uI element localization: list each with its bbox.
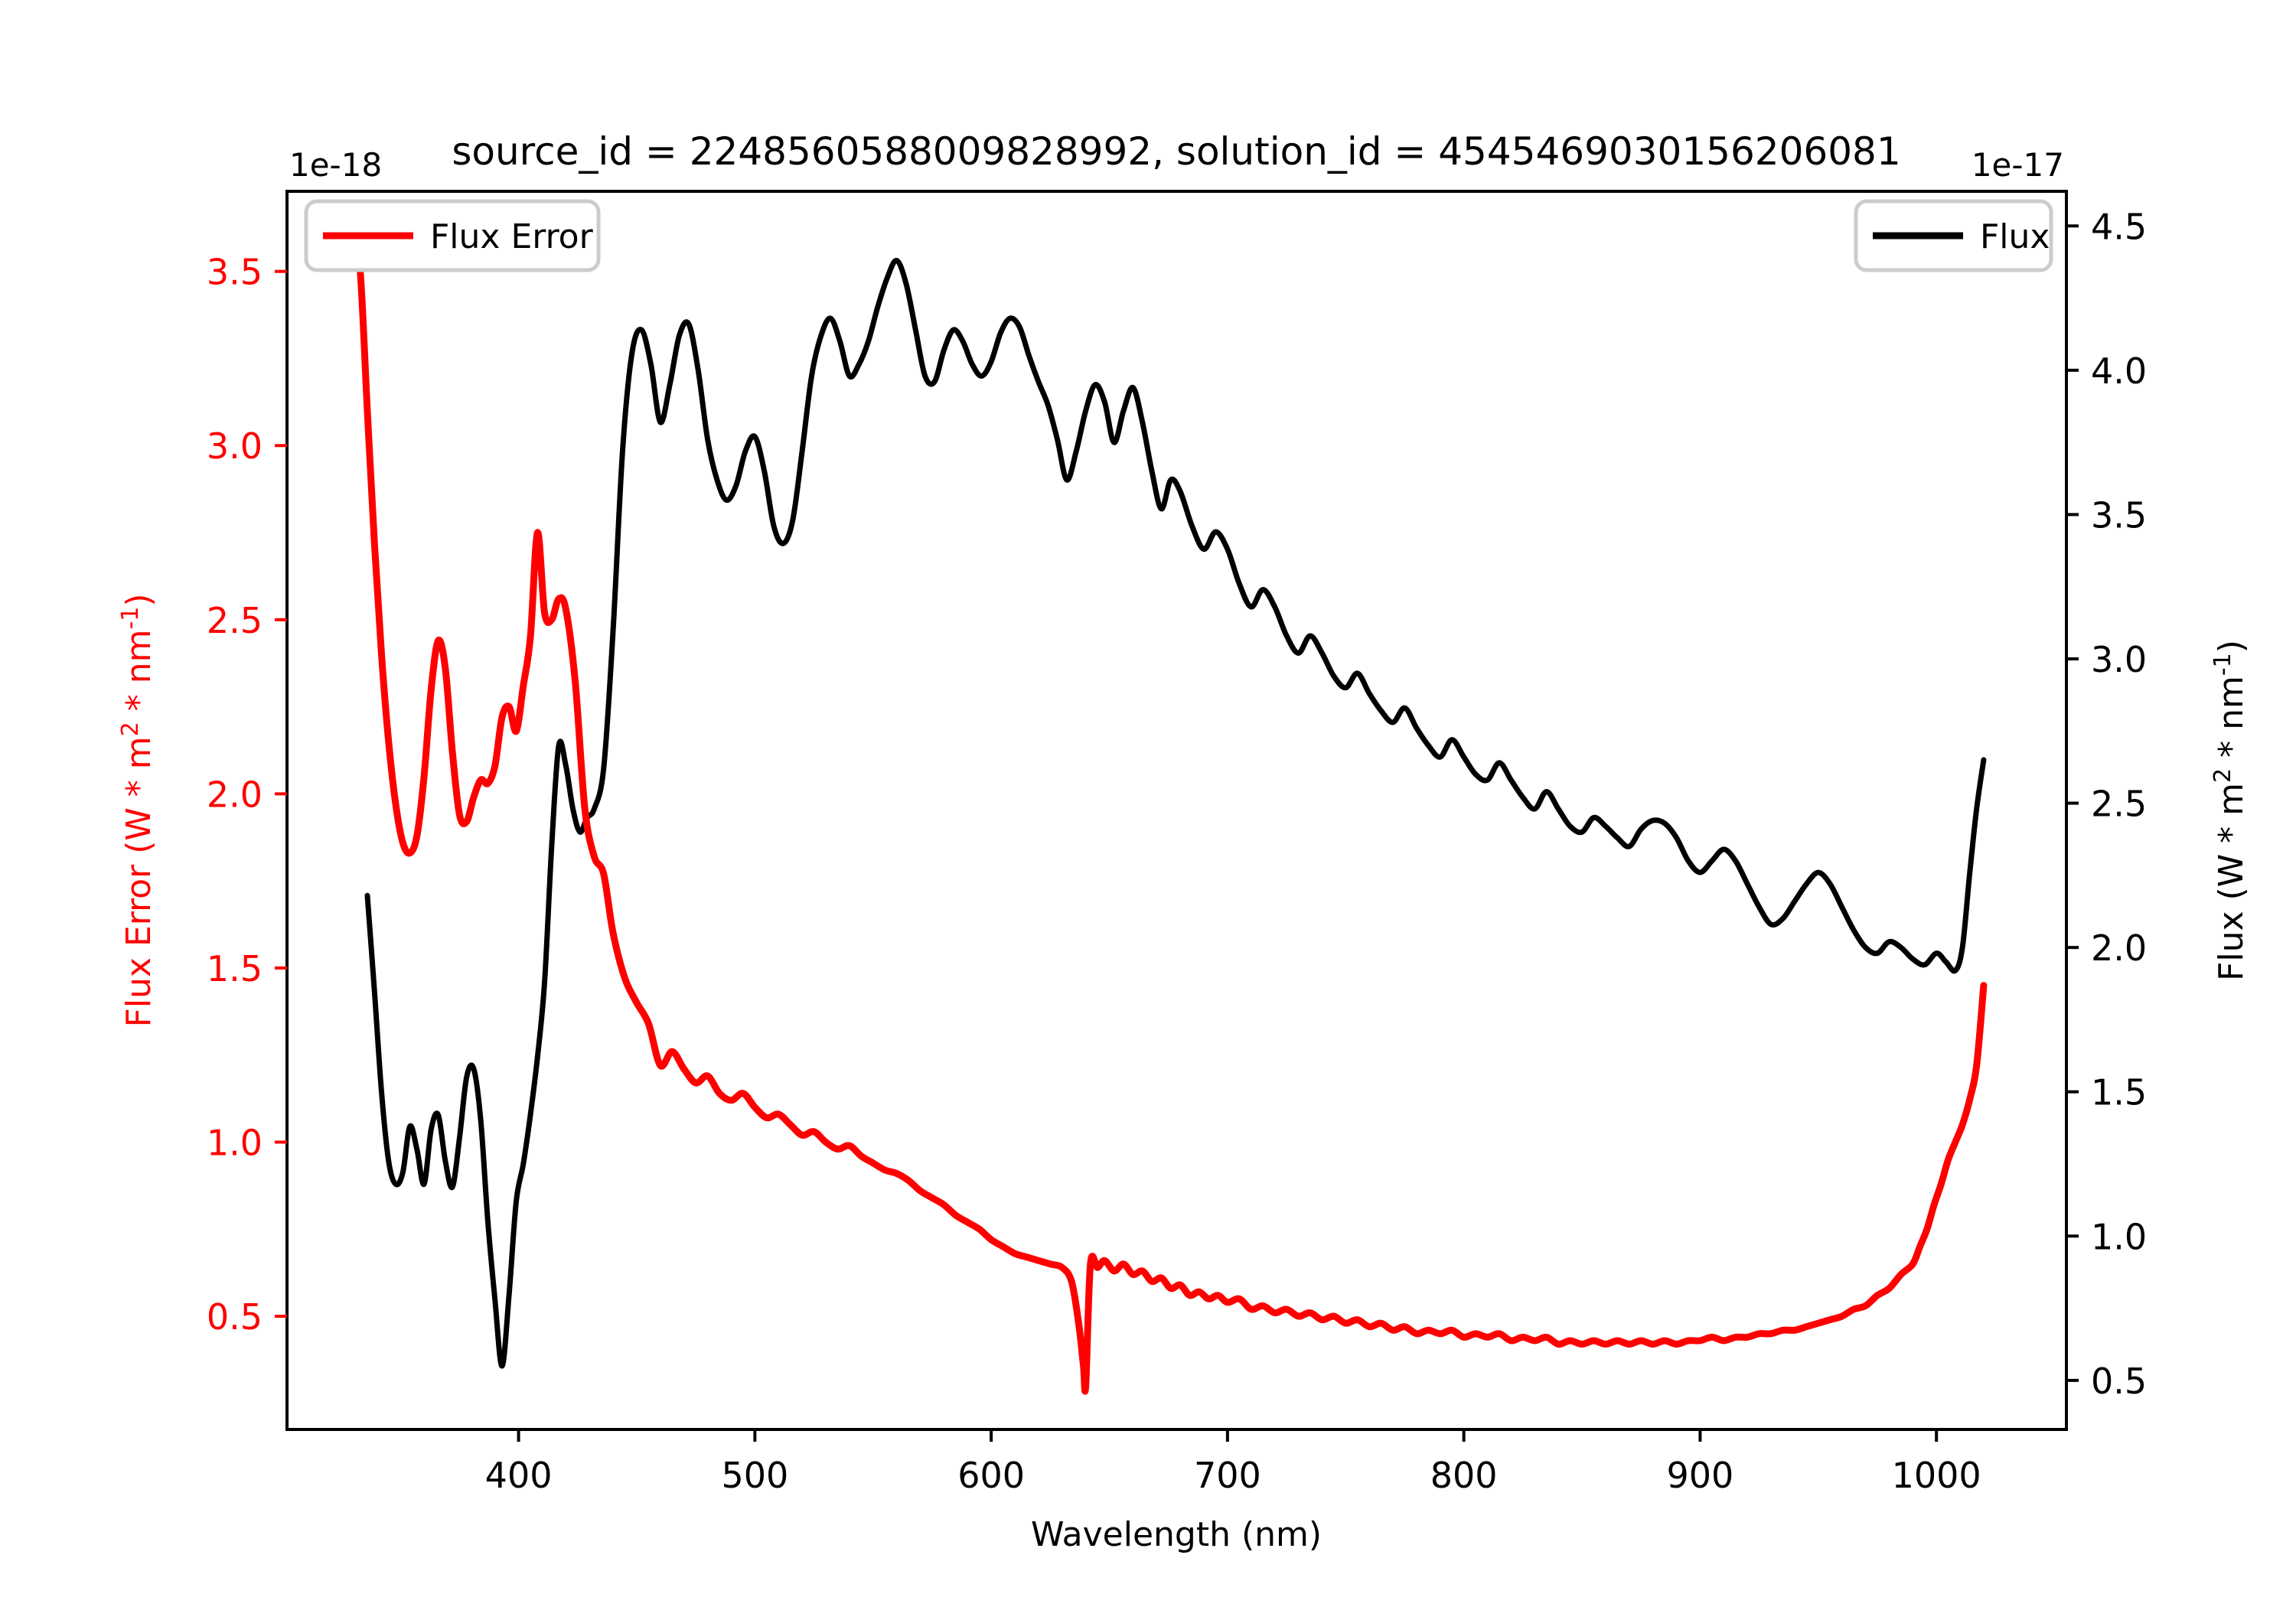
right-y-tick-label: 4.0 xyxy=(2091,350,2147,392)
right-y-tick-label: 3.5 xyxy=(2091,494,2147,536)
x-tick-label: 900 xyxy=(1667,1455,1734,1496)
left-y-tick-label: 2.0 xyxy=(207,774,263,815)
left-y-axis-label: Flux Error (W * m2 * nm-1) xyxy=(117,593,158,1027)
x-tick-label: 1000 xyxy=(1892,1455,1981,1496)
right-axis-offset-text: 1e-17 xyxy=(1971,146,2064,184)
left-y-tick-label: 1.5 xyxy=(207,948,263,989)
legend-flux-error[interactable]: Flux Error xyxy=(304,199,601,272)
axes-frame xyxy=(285,190,2068,1431)
left-y-axis-ticks: 0.5 1.0 1.5 2.0 2.5 3.0 3.5 xyxy=(207,252,287,1338)
legend-left-label: Flux Error xyxy=(430,217,594,256)
left-y-tick-label: 3.0 xyxy=(207,425,263,467)
x-tick-label: 400 xyxy=(485,1455,553,1496)
right-y-tick-label: 4.5 xyxy=(2091,206,2147,247)
left-axis-offset-text: 1e-18 xyxy=(289,146,382,184)
left-y-tick-label: 1.0 xyxy=(207,1123,263,1164)
right-y-tick-label: 2.5 xyxy=(2091,784,2147,825)
right-y-tick-label: 2.0 xyxy=(2091,927,2147,969)
left-y-tick-label: 3.5 xyxy=(207,252,263,293)
right-y-axis-ticks: 0.5 1.0 1.5 2.0 2.5 3.0 3.5 4.0 4.5 xyxy=(2066,206,2147,1402)
right-y-tick-label: 0.5 xyxy=(2091,1361,2147,1402)
right-y-tick-label: 1.0 xyxy=(2091,1216,2147,1257)
x-axis-ticks: 400 500 600 700 800 900 1000 xyxy=(485,1429,1981,1496)
right-y-axis-label: Flux (W * m2 * nm-1) xyxy=(2210,640,2251,981)
x-tick-label: 500 xyxy=(721,1455,788,1496)
left-y-tick-label: 0.5 xyxy=(207,1296,263,1338)
left-y-tick-label: 2.5 xyxy=(207,600,263,641)
flux-curve xyxy=(364,258,1987,1369)
legend-right-label: Flux xyxy=(1980,217,2050,256)
data-curves xyxy=(349,226,1988,1395)
plot-title: source_id = 2248560588009828992, solutio… xyxy=(452,129,1900,174)
axes-spines xyxy=(285,190,2068,1431)
x-tick-label: 800 xyxy=(1430,1455,1498,1496)
x-axis-label: Wavelength (nm) xyxy=(1031,1515,1322,1554)
legend-flux[interactable]: Flux xyxy=(1854,199,2053,272)
flux-error-curve xyxy=(349,226,1988,1395)
right-y-axis-label-group: Flux (W * m2 * nm-1) xyxy=(2210,640,2251,981)
right-y-tick-label: 1.5 xyxy=(2091,1072,2147,1113)
legend-left-box xyxy=(304,199,601,272)
right-y-tick-label: 3.0 xyxy=(2091,639,2147,680)
x-tick-label: 700 xyxy=(1194,1455,1261,1496)
left-y-axis-label-group: Flux Error (W * m2 * nm-1) xyxy=(117,593,158,1027)
x-tick-label: 600 xyxy=(957,1455,1025,1496)
